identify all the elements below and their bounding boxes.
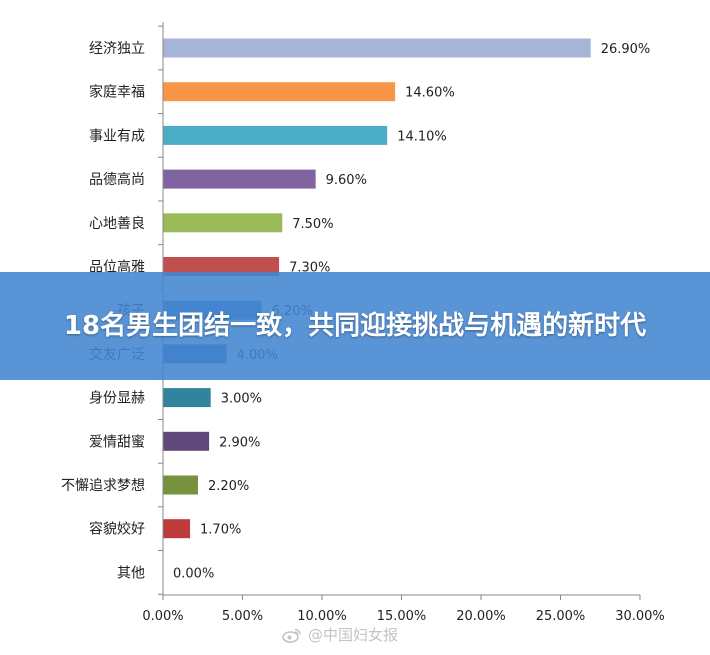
bar-1 [163, 38, 591, 58]
category-label: 品位高雅 [89, 259, 145, 276]
x-tick-label: 10.00% [297, 609, 347, 624]
x-tick-label: 5.00% [222, 609, 263, 624]
x-tick-label: 15.00% [377, 609, 427, 624]
watermark: @中国妇女报 [282, 624, 398, 645]
value-label: 7.30% [289, 261, 330, 276]
value-labels: 26.90%14.60%14.10%9.60%7.50%7.30%6.20%4.… [173, 42, 650, 581]
category-label: 不懈追求梦想 [61, 477, 145, 494]
value-label: 14.10% [397, 129, 447, 144]
headline-banner: 18名男生团结一致，共同迎接挑战与机遇的新时代 [0, 272, 710, 380]
category-label: 家庭幸福 [89, 84, 145, 101]
value-label: 1.70% [200, 523, 241, 538]
watermark-text: @中国妇女报 [308, 626, 399, 644]
value-label: 9.60% [326, 173, 367, 188]
category-label: 心地善良 [89, 216, 145, 232]
value-label: 26.90% [601, 42, 651, 57]
category-label: 经济独立 [89, 41, 145, 57]
headline-title: 18名男生团结一致，共同迎接挑战与机遇的新时代 [63, 311, 647, 341]
bar-2 [163, 82, 396, 102]
category-label: 其他 [117, 565, 145, 581]
category-label: 身份显赫 [89, 391, 145, 407]
bar-10 [163, 431, 210, 451]
weibo-icon [282, 628, 301, 643]
bar-5 [163, 213, 283, 233]
category-label: 事业有成 [89, 128, 145, 144]
value-label: 7.50% [292, 217, 333, 232]
x-tick-label: 0.00% [142, 609, 183, 624]
x-tick-label: 25.00% [536, 609, 586, 624]
value-label: 14.60% [405, 86, 455, 101]
value-label: 0.00% [173, 566, 214, 581]
bar-6 [163, 257, 280, 276]
value-label: 2.20% [208, 479, 249, 494]
category-label: 品德高尚 [89, 171, 145, 188]
bar-12 [163, 519, 191, 539]
bar-3 [163, 125, 388, 145]
x-tick-label: 30.00% [615, 609, 665, 624]
axes: 0.00% 5.00% 10.00% 15.00% 20.00% 25.00% 30.00% [142, 22, 665, 624]
category-label: 容貌姣好 [89, 521, 145, 538]
value-label: 2.90% [219, 435, 260, 450]
bar-9 [163, 388, 211, 408]
bar-11 [163, 475, 198, 495]
x-tick-label: 20.00% [456, 609, 506, 624]
bar-4 [163, 169, 316, 189]
value-label: 3.00% [221, 392, 262, 407]
category-label: 爱情甜蜜 [89, 434, 145, 450]
